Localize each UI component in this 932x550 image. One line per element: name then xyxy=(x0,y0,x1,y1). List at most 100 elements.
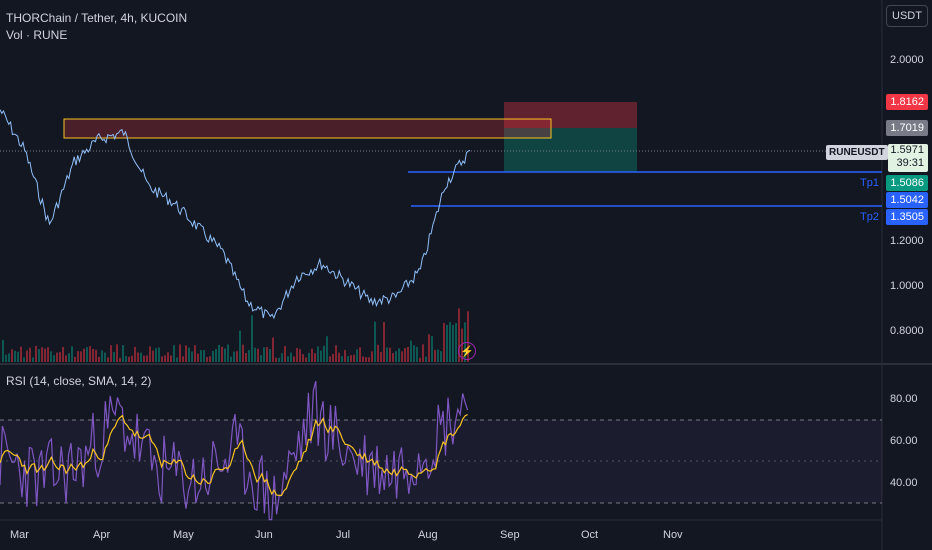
rsi-axis-label: 40.00 xyxy=(890,477,918,489)
price-axis-label: 1.0000 xyxy=(890,280,924,292)
volume-bar xyxy=(365,357,367,362)
volume-bar xyxy=(299,349,301,362)
rsi-axis-label: 80.00 xyxy=(890,393,918,405)
volume-bar xyxy=(230,356,232,362)
volume-bar xyxy=(350,355,352,362)
volume-bar xyxy=(389,347,391,362)
volume-bar xyxy=(266,347,268,362)
volume-bar xyxy=(281,353,283,362)
volume-bar xyxy=(275,357,277,362)
volume-bar xyxy=(251,315,253,362)
rsi-axis-label: 60.00 xyxy=(890,435,918,447)
volume-bar xyxy=(101,350,103,362)
volume-bar xyxy=(167,352,169,362)
volume-bar xyxy=(272,337,274,362)
currency-button[interactable]: USDT xyxy=(886,5,928,27)
volume-bar xyxy=(41,347,43,362)
volume-bar xyxy=(278,357,280,362)
volume-bar xyxy=(89,346,91,362)
volume-bar xyxy=(347,356,349,362)
volume-bar xyxy=(74,356,76,362)
volume-bar xyxy=(140,352,142,362)
volume-bar xyxy=(338,352,340,362)
volume-bar xyxy=(218,344,220,362)
rsi-band-fill xyxy=(0,420,882,503)
volume-bar xyxy=(308,352,310,362)
rsi-ma-series xyxy=(0,414,468,496)
volume-bar xyxy=(137,352,139,362)
volume-bar xyxy=(386,347,388,362)
volume-bar xyxy=(332,353,334,362)
volume-bar xyxy=(5,354,7,362)
volume-bar xyxy=(185,345,187,362)
volume-bar xyxy=(68,353,70,362)
symbol-price-tag: RUNEUSDT xyxy=(826,145,888,160)
volume-bar xyxy=(254,347,256,362)
volume-bar xyxy=(116,344,118,362)
volume-bar xyxy=(158,347,160,362)
bar-countdown: 39:31 xyxy=(896,157,924,169)
volume-bar xyxy=(311,348,313,362)
volume-bar xyxy=(2,339,4,362)
volume-bar xyxy=(182,356,184,362)
lightning-icon[interactable]: ⚡ xyxy=(458,342,476,360)
volume-bar xyxy=(302,354,304,362)
volume-bar xyxy=(287,356,289,362)
volume-bar xyxy=(446,324,448,362)
volume-bar xyxy=(170,355,172,362)
volume-bar xyxy=(392,353,394,362)
volume-bar xyxy=(353,354,355,362)
volume-bar xyxy=(320,350,322,362)
tp1-label: Tp1 xyxy=(860,177,879,189)
rsi-title[interactable]: RSI (14, close, SMA, 14, 2) xyxy=(6,374,152,388)
price-axis-label: 2.0000 xyxy=(890,54,924,66)
volume-bar xyxy=(152,350,154,362)
time-axis-label: Apr xyxy=(93,529,111,541)
take-profit-zone xyxy=(504,128,637,172)
time-axis-label: Aug xyxy=(418,529,438,541)
volume-bar xyxy=(326,336,328,362)
line-price-tag: 1.5042 xyxy=(886,192,928,208)
rsi-series xyxy=(0,380,469,521)
volume-bar xyxy=(131,355,133,362)
volume-bar xyxy=(407,346,409,362)
volume-bar xyxy=(314,353,316,362)
volume-bar xyxy=(17,351,19,362)
volume-bar xyxy=(107,357,109,362)
volume-bar xyxy=(296,347,298,362)
volume-bar xyxy=(425,356,427,362)
volume-bar xyxy=(125,355,127,362)
volume-bar xyxy=(143,355,145,362)
volume-bar xyxy=(161,356,163,362)
live-price-tag: 1.5971 39:31 xyxy=(888,144,928,172)
volume-bar xyxy=(110,345,112,362)
volume-bar xyxy=(80,351,82,362)
tp2-price-tag: 1.3505 xyxy=(886,209,928,225)
volume-bar xyxy=(221,346,223,362)
volume-bar xyxy=(179,344,181,362)
volume-bar xyxy=(359,347,361,362)
symbol-title[interactable]: THORChain / Tether, 4h, KUCOIN xyxy=(6,11,188,25)
volume-bar xyxy=(62,346,64,362)
volume-bar xyxy=(419,357,421,362)
volume-title[interactable]: Vol · RUNE xyxy=(6,28,68,42)
volume-bar xyxy=(284,346,286,362)
volume-bar xyxy=(458,308,460,362)
volume-bar xyxy=(155,348,157,362)
time-axis-label: Mar xyxy=(10,529,29,541)
volume-bar xyxy=(245,352,247,362)
volume-bar xyxy=(119,357,121,362)
volume-bar xyxy=(104,352,106,362)
volume-bar xyxy=(194,345,196,362)
volume-bar xyxy=(404,348,406,362)
volume-bar xyxy=(29,347,31,362)
price-series xyxy=(0,109,471,320)
volume-bar xyxy=(128,356,130,362)
volume-bar xyxy=(383,321,385,362)
volume-bar xyxy=(377,344,379,362)
volume-bar xyxy=(173,345,175,362)
volume-bar xyxy=(47,347,49,362)
volume-bar xyxy=(59,352,61,362)
volume-bar xyxy=(209,356,211,362)
